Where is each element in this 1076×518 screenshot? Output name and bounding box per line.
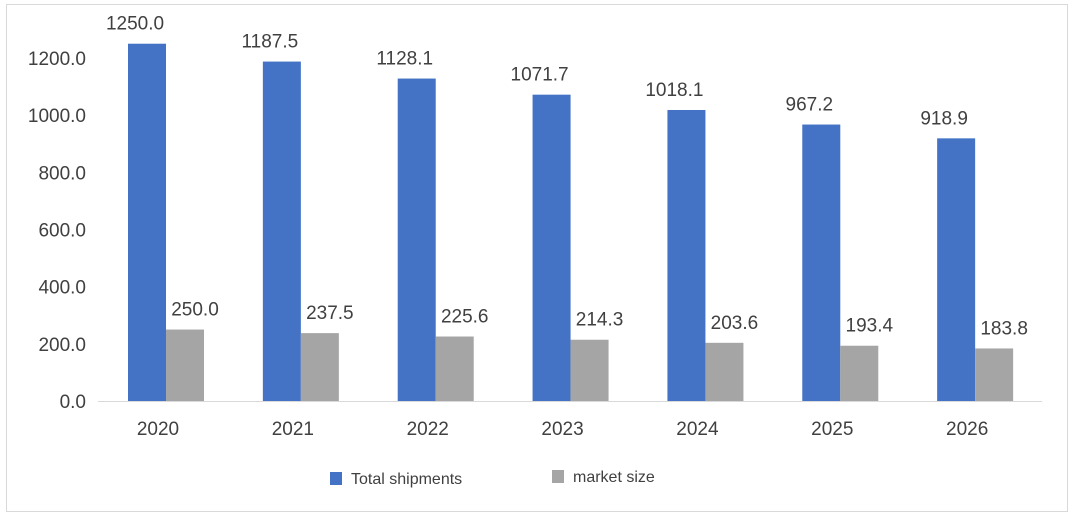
y-tick-label: 800.0 [38,163,86,184]
legend-swatch-market-size [552,470,564,483]
bar-total-shipments [128,43,166,401]
bar-total-shipments [937,138,976,401]
bar-market-size [570,339,609,401]
x-tick-label: 2025 [811,419,853,440]
x-tick-label: 2023 [541,419,583,440]
data-label-market-size: 237.5 [306,303,354,324]
chart-frame [6,4,1068,512]
data-label-total-shipments: 1250.0 [106,14,164,35]
x-tick-label: 2021 [272,419,314,440]
bar-total-shipments [532,94,571,401]
bar-total-shipments [397,78,436,401]
x-tick-label: 2026 [946,419,988,440]
data-label-market-size: 250.0 [171,300,219,321]
data-label-market-size: 193.4 [846,316,894,337]
data-label-total-shipments: 967.2 [786,95,834,116]
y-tick-label: 0.0 [60,392,86,413]
legend-swatch-total-shipments [330,472,342,485]
y-tick-label: 600.0 [38,221,86,242]
bar-total-shipments [667,109,706,402]
data-label-market-size: 225.6 [441,307,489,328]
bar-total-shipments [802,124,841,402]
bar-market-size [840,345,879,401]
x-tick-label: 2020 [137,419,179,440]
bar-market-size [705,342,744,401]
bar-market-size [435,336,474,401]
bar-market-size [166,329,204,401]
legend-label-total-shipments: Total shipments [351,471,462,488]
x-tick-label: 2022 [407,419,449,440]
data-label-market-size: 183.8 [980,318,1028,339]
data-label-market-size: 203.6 [711,313,759,334]
y-tick-label: 1200.0 [28,49,86,70]
bar-market-size [975,348,1014,401]
y-tick-label: 400.0 [38,278,86,299]
data-label-market-size: 214.3 [576,310,624,331]
x-tick-label: 2024 [676,419,719,440]
data-label-total-shipments: 1128.1 [376,49,433,70]
data-label-total-shipments: 1187.5 [242,32,299,53]
y-tick-label: 200.0 [38,335,86,356]
data-label-total-shipments: 1071.7 [511,65,569,86]
data-label-total-shipments: 918.9 [920,108,968,129]
legend-label-market-size: market size [573,469,655,486]
data-label-total-shipments: 1018.1 [645,80,703,101]
bar-total-shipments [262,61,301,402]
bar-market-size [300,333,339,401]
y-tick-label: 1000.0 [28,106,86,127]
